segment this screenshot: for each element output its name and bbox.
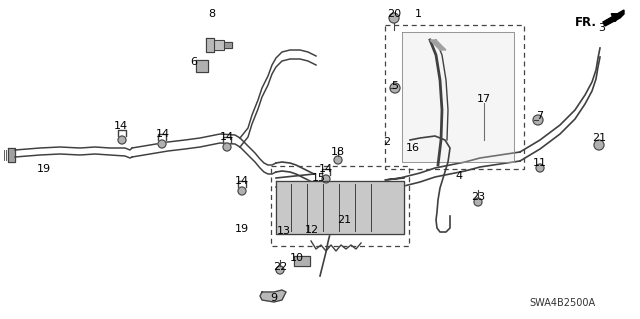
Circle shape bbox=[594, 140, 604, 150]
Text: 21: 21 bbox=[337, 215, 351, 225]
Text: 4: 4 bbox=[456, 171, 463, 181]
Text: 6: 6 bbox=[191, 57, 198, 67]
Text: 1: 1 bbox=[415, 9, 422, 19]
Text: 16: 16 bbox=[406, 143, 420, 153]
Text: 10: 10 bbox=[290, 253, 304, 263]
Text: SWA4B2500A: SWA4B2500A bbox=[530, 298, 596, 308]
Polygon shape bbox=[260, 290, 286, 302]
Circle shape bbox=[322, 175, 330, 183]
Circle shape bbox=[276, 266, 284, 274]
Polygon shape bbox=[294, 256, 310, 266]
Text: 13: 13 bbox=[277, 226, 291, 236]
Bar bbox=[385, 25, 524, 169]
Circle shape bbox=[474, 198, 482, 206]
Circle shape bbox=[223, 143, 231, 151]
Text: 15: 15 bbox=[312, 173, 326, 183]
Text: 14: 14 bbox=[220, 132, 234, 142]
Text: 21: 21 bbox=[592, 133, 606, 143]
Polygon shape bbox=[276, 181, 404, 234]
Polygon shape bbox=[603, 10, 624, 26]
Text: 3: 3 bbox=[598, 23, 605, 33]
Polygon shape bbox=[224, 42, 232, 48]
Text: 8: 8 bbox=[209, 9, 216, 19]
Circle shape bbox=[533, 115, 543, 125]
Text: 14: 14 bbox=[114, 121, 128, 131]
Text: 14: 14 bbox=[235, 176, 249, 186]
Bar bbox=[271, 166, 409, 246]
Circle shape bbox=[158, 140, 166, 148]
Text: 23: 23 bbox=[471, 192, 485, 202]
Text: 14: 14 bbox=[319, 164, 333, 174]
Circle shape bbox=[238, 187, 246, 195]
Polygon shape bbox=[8, 148, 15, 162]
Circle shape bbox=[389, 13, 399, 23]
Text: 22: 22 bbox=[273, 262, 287, 272]
Text: 2: 2 bbox=[383, 137, 390, 147]
Text: 14: 14 bbox=[156, 129, 170, 139]
Polygon shape bbox=[196, 60, 208, 72]
Circle shape bbox=[390, 83, 400, 93]
Text: 17: 17 bbox=[477, 94, 491, 104]
Circle shape bbox=[536, 164, 544, 172]
Text: 20: 20 bbox=[387, 9, 401, 19]
Text: 9: 9 bbox=[271, 293, 278, 303]
Polygon shape bbox=[430, 40, 446, 50]
Text: FR.: FR. bbox=[575, 16, 597, 28]
Circle shape bbox=[118, 136, 126, 144]
Text: 12: 12 bbox=[305, 225, 319, 235]
Circle shape bbox=[334, 156, 342, 164]
Polygon shape bbox=[206, 38, 214, 52]
Text: 11: 11 bbox=[533, 158, 547, 168]
Polygon shape bbox=[214, 40, 224, 50]
Text: 18: 18 bbox=[331, 147, 345, 157]
Text: 19: 19 bbox=[37, 164, 51, 174]
Text: 7: 7 bbox=[536, 111, 543, 121]
Polygon shape bbox=[402, 32, 514, 162]
Text: 5: 5 bbox=[392, 81, 399, 91]
Text: 19: 19 bbox=[235, 224, 249, 234]
